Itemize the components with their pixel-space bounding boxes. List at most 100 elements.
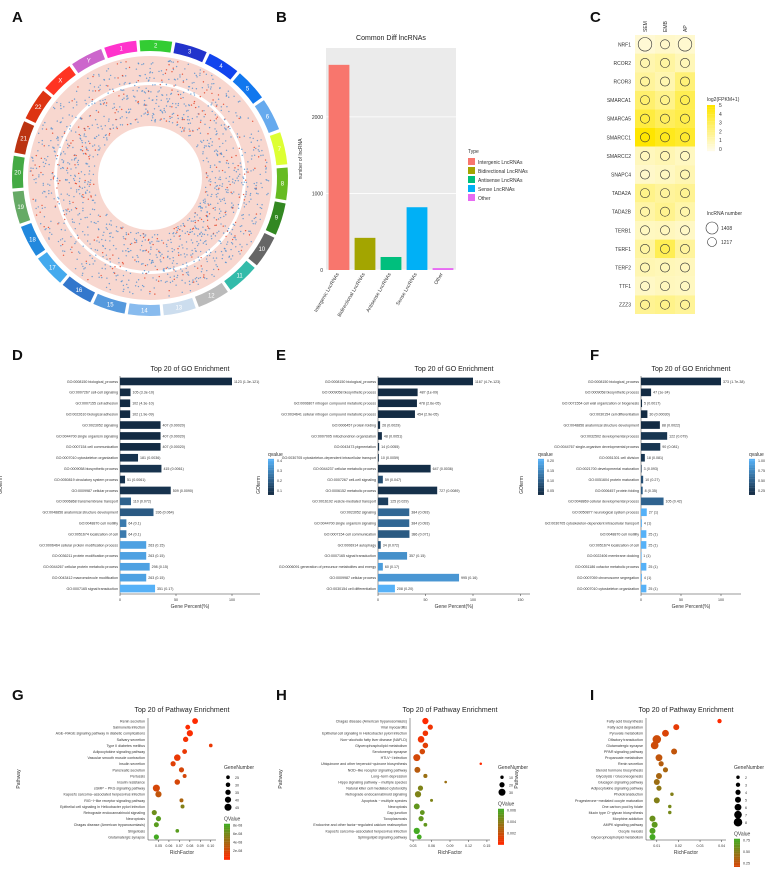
snp-point — [97, 214, 100, 216]
snp-point — [73, 179, 76, 182]
go-term-label: GO:0007165 signal transduction — [324, 554, 376, 558]
go-term-label: GO:0030705 cytoskeleton-dependent intrac… — [545, 521, 639, 525]
snp-point — [82, 272, 84, 275]
snp-point — [209, 251, 212, 254]
snp-point — [152, 62, 154, 64]
snp-point — [167, 239, 169, 242]
snp-point — [201, 87, 204, 89]
pathway-dot — [413, 754, 421, 762]
snp-point — [177, 252, 180, 254]
snp-point — [106, 70, 108, 72]
snp-point — [102, 234, 104, 237]
go-bar-label: 1123 (1.3e-121) — [234, 380, 259, 384]
snp-point — [87, 198, 90, 200]
snp-point — [255, 221, 257, 223]
snp-point — [168, 232, 171, 235]
snp-point — [181, 118, 184, 120]
snp-point — [156, 268, 158, 271]
snp-point — [55, 158, 58, 160]
snp-point — [225, 177, 227, 179]
colorbar-tick: 1.00 — [758, 459, 765, 463]
colorbar-step — [268, 482, 274, 485]
snp-point — [114, 77, 116, 79]
snp-point — [173, 249, 176, 251]
colorbar-tick: 0.05 — [547, 489, 554, 493]
snp-point — [68, 114, 70, 116]
size-circle — [640, 225, 650, 236]
go-bar — [641, 486, 643, 495]
snp-point — [227, 126, 230, 128]
colorbar-tick: 0.75 — [758, 469, 765, 473]
colorbar-step — [749, 471, 755, 474]
snp-point — [227, 227, 230, 230]
pathway-label: Mucin type O−glycan biosynthesis — [589, 811, 644, 815]
colorbar-step — [498, 814, 504, 817]
snp-point — [208, 213, 211, 215]
snp-point — [258, 150, 260, 153]
snp-point — [112, 88, 114, 90]
pathway-dot — [208, 743, 213, 748]
colorbar-step — [498, 808, 504, 811]
snp-point — [140, 115, 143, 117]
snp-point — [199, 233, 201, 236]
size-legend-label: 45 — [235, 806, 239, 810]
snp-point — [241, 225, 243, 227]
snp-point — [37, 132, 40, 135]
snp-point — [130, 242, 133, 245]
size-legend-label: 8 — [745, 821, 747, 825]
snp-point — [88, 165, 90, 168]
snp-point — [241, 214, 243, 217]
colorbar-step — [707, 144, 715, 147]
snp-point — [94, 149, 97, 151]
colorbar-tick: 0.002 — [507, 831, 516, 835]
snp-point — [214, 101, 217, 103]
colorbar-step — [749, 482, 755, 485]
pathway-dot — [152, 784, 160, 792]
snp-point — [102, 245, 104, 248]
snp-point — [157, 91, 159, 93]
snp-point — [245, 191, 247, 193]
x-tick-label: Other — [433, 272, 445, 286]
go-bar-label: 454 (2.9e-05) — [417, 412, 439, 416]
go-bar-label: 90 (0.081) — [662, 445, 678, 449]
snp-point — [95, 109, 98, 112]
snp-point — [185, 267, 187, 270]
colorbar-step — [224, 825, 230, 828]
legend-label: Antisense LncRNAs — [478, 178, 523, 184]
snp-point — [215, 105, 218, 107]
snp-point — [141, 90, 143, 92]
colorbar-tick: 8e-08 — [233, 824, 242, 828]
snp-point — [228, 176, 231, 178]
snp-point — [50, 220, 52, 223]
snp-point — [200, 271, 203, 273]
colorbar-step — [734, 854, 740, 857]
snp-point — [86, 163, 89, 165]
snp-point — [92, 90, 94, 92]
snp-point — [209, 184, 211, 186]
snp-point — [57, 196, 59, 199]
snp-point — [167, 250, 169, 252]
snp-point — [118, 262, 120, 264]
colorbar-step — [538, 460, 544, 463]
snp-point — [47, 226, 50, 229]
snp-point — [32, 167, 34, 170]
snp-point — [226, 105, 228, 108]
colorbar-step — [224, 839, 230, 842]
snp-point — [223, 155, 225, 158]
snp-point — [199, 207, 202, 209]
snp-point — [266, 193, 268, 196]
y-axis-label: GOterm — [519, 476, 525, 494]
heatmap-cell — [655, 72, 675, 91]
snp-point — [51, 172, 53, 175]
snp-point — [62, 160, 65, 162]
snp-point — [243, 202, 245, 204]
snp-point — [218, 187, 220, 190]
snp-point — [205, 206, 207, 208]
snp-point — [98, 241, 100, 243]
snp-point — [67, 143, 69, 145]
colorbar-step — [538, 484, 544, 486]
snp-point — [44, 162, 47, 165]
colorbar-step — [538, 458, 544, 461]
snp-point — [104, 268, 107, 270]
snp-point — [264, 165, 267, 167]
